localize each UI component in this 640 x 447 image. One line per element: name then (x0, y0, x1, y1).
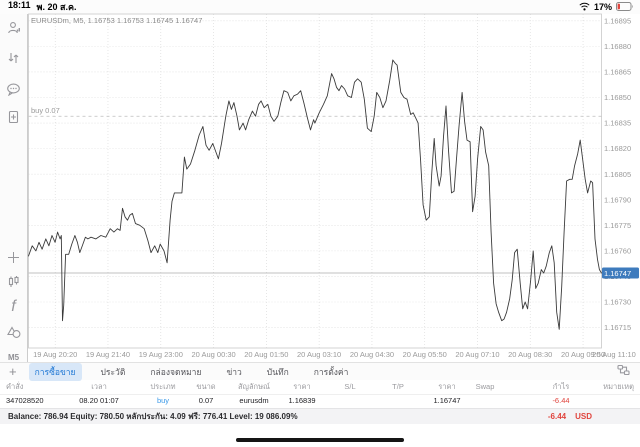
svg-text:20 Aug 08:30: 20 Aug 08:30 (508, 350, 552, 359)
col-volume[interactable]: ขนาด (196, 382, 216, 391)
svg-text:1.16820: 1.16820 (604, 144, 631, 153)
position-cur-price: 1.16747 (433, 396, 461, 405)
col-type[interactable]: ประเภท (150, 382, 176, 391)
position-type: buy (156, 396, 170, 405)
svg-text:20 Aug 04:30: 20 Aug 04:30 (350, 350, 394, 359)
home-indicator[interactable] (236, 438, 404, 442)
timeframe-button[interactable]: M5 (7, 353, 20, 362)
svg-text:1.16730: 1.16730 (604, 298, 631, 307)
position-open-price: 1.16839 (288, 396, 316, 405)
svg-text:1.16760: 1.16760 (604, 246, 631, 255)
position-profit: -6.44 (552, 396, 570, 405)
col-comment[interactable]: หมายเหตุ (603, 382, 634, 391)
sidebar: f M5 (0, 14, 28, 362)
tab-settings[interactable]: การตั้งค่า (313, 366, 349, 377)
svg-text:1.16747: 1.16747 (604, 269, 631, 278)
col-profit[interactable]: กำไร (552, 382, 570, 391)
tab-news[interactable]: ข่าว (226, 366, 242, 377)
col-time[interactable]: เวลา (91, 382, 107, 391)
svg-text:19 Aug 20:20: 19 Aug 20:20 (33, 350, 77, 359)
tab-mailbox[interactable]: กล่องจดหมาย (150, 366, 202, 377)
svg-text:1.16715: 1.16715 (604, 323, 631, 332)
svg-text:19 Aug 23:00: 19 Aug 23:00 (139, 350, 183, 359)
svg-text:20 Aug 09:50: 20 Aug 09:50 (561, 350, 605, 359)
svg-text:1.16775: 1.16775 (604, 221, 631, 230)
new-order-icon[interactable] (0, 109, 27, 125)
svg-text:1.16880: 1.16880 (604, 42, 631, 51)
svg-text:20 Aug 07:10: 20 Aug 07:10 (455, 350, 499, 359)
col-swap[interactable]: Swap (475, 382, 495, 391)
tab-journal[interactable]: บันทึก (266, 366, 289, 377)
svg-text:1.16850: 1.16850 (604, 93, 631, 102)
battery-percent: 17% (593, 2, 612, 12)
trade-icon[interactable] (0, 50, 27, 66)
svg-text:1.16865: 1.16865 (604, 68, 631, 77)
status-date: พ. 20 ส.ค. (36, 2, 77, 12)
crosshair-icon[interactable] (0, 249, 27, 265)
svg-text:20 Aug 01:50: 20 Aug 01:50 (244, 350, 288, 359)
chart-ohlc-header: EURUSDm, M5, 1.16753 1.16753 1.16745 1.1… (31, 16, 203, 25)
battery-icon (616, 1, 634, 13)
account-summary-bar: Balance: 786.94 Equity: 780.50 หลักประกั… (0, 408, 640, 424)
col-symbol[interactable]: สัญลักษณ์ (237, 382, 270, 391)
bottom-tab-bar: + การซื้อขาย ประวัติ กล่องจดหมาย ข่าว บั… (0, 362, 640, 381)
svg-text:20 Aug 05:50: 20 Aug 05:50 (403, 350, 447, 359)
indicators-icon[interactable]: f (11, 298, 16, 315)
total-profit: -6.44 (547, 412, 567, 421)
account-summary: Balance: 786.94 Equity: 780.50 หลักประกั… (8, 412, 298, 421)
position-volume: 0.07 (198, 396, 214, 405)
status-bar: 18:11 พ. 20 ส.ค. 17% (0, 0, 640, 14)
position-row[interactable]: 347028520 08.20 01:07 buy 0.07 eurusdm 1… (0, 394, 640, 408)
col-tp[interactable]: T/P (392, 382, 404, 391)
svg-text:20 Aug 11:10: 20 Aug 11:10 (592, 350, 636, 359)
clock: 18:11 (8, 0, 31, 10)
candles-icon[interactable] (0, 274, 27, 290)
profit-currency: USD (575, 412, 592, 421)
svg-text:19 Aug 21:40: 19 Aug 21:40 (86, 350, 130, 359)
col-open-price[interactable]: ราคา (293, 382, 311, 391)
col-order[interactable]: คำสั่ง (6, 382, 24, 391)
svg-text:20 Aug 03:10: 20 Aug 03:10 (297, 350, 341, 359)
col-sl[interactable]: S/L (344, 382, 356, 391)
col-cur-price[interactable]: ราคา (438, 382, 456, 391)
trade-table-header: คำสั่ง เวลา ประเภท ขนาด สัญลักษณ์ ราคา S… (0, 380, 640, 395)
svg-text:1.16805: 1.16805 (604, 170, 631, 179)
wifi-icon (579, 2, 590, 13)
svg-text:20 Aug 00:30: 20 Aug 00:30 (191, 350, 235, 359)
sort-columns-icon[interactable] (617, 363, 630, 381)
svg-text:1.16895: 1.16895 (604, 16, 631, 25)
accounts-icon[interactable] (0, 20, 27, 36)
svg-text:1.16790: 1.16790 (604, 195, 631, 204)
position-symbol: eurusdm (239, 396, 269, 405)
tab-trade[interactable]: การซื้อขาย (28, 362, 82, 381)
tab-history[interactable]: ประวัติ (100, 366, 126, 377)
position-order-id: 347028520 (6, 396, 44, 405)
add-button[interactable]: + (9, 364, 17, 379)
svg-text:1.16835: 1.16835 (604, 119, 631, 128)
price-chart[interactable]: 1.16895 1.16880 1.16865 1.16850 1.16835 1.168… (0, 0, 640, 362)
chat-icon[interactable] (0, 81, 27, 97)
svg-text:buy 0.07: buy 0.07 (31, 106, 60, 115)
objects-icon[interactable] (0, 324, 27, 340)
position-time: 08.20 01:07 (79, 396, 119, 405)
